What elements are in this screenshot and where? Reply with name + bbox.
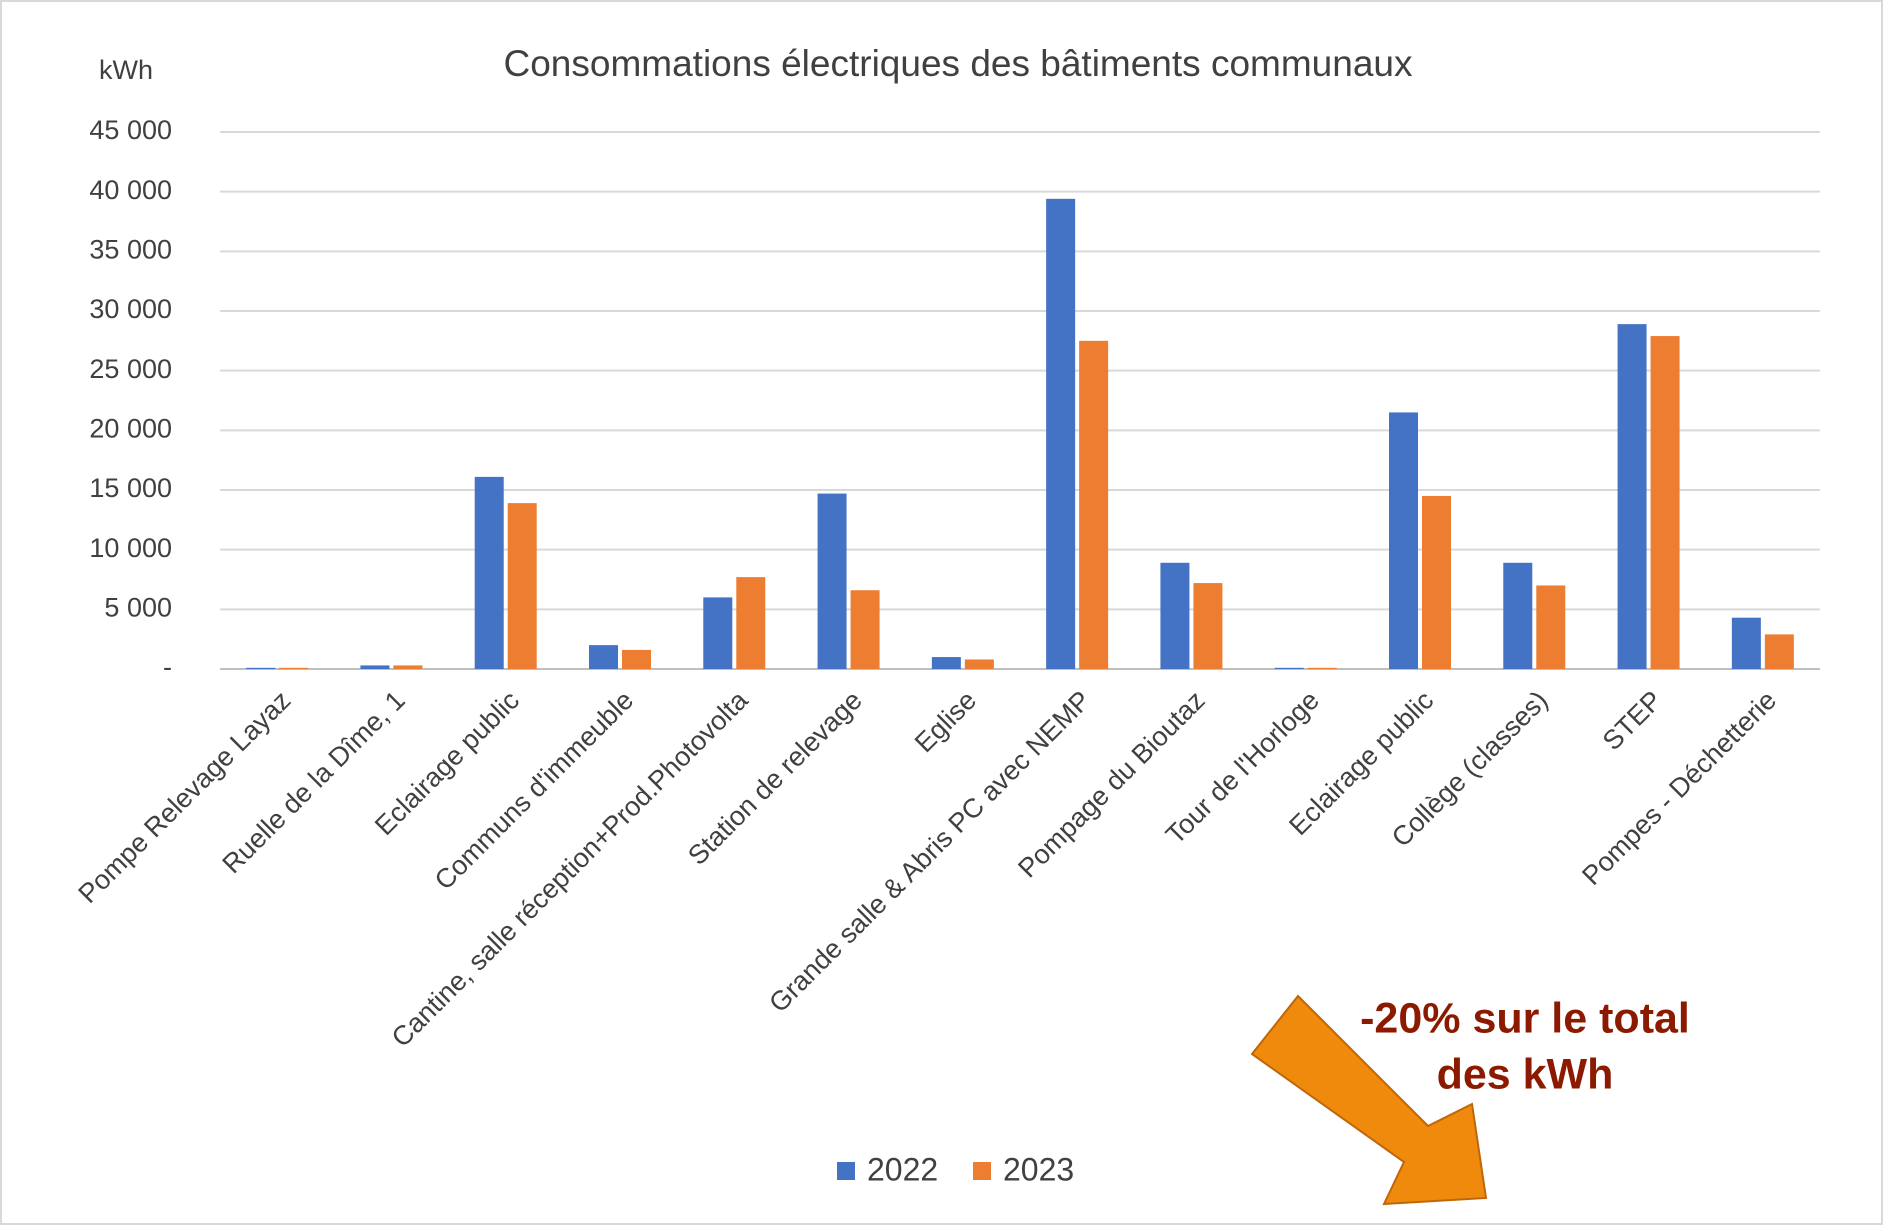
y-tick-label: 10 000 (89, 533, 172, 563)
bar (1079, 340, 1109, 669)
bar (360, 665, 390, 669)
bar (1193, 583, 1223, 669)
annotation: des kWh (1437, 1050, 1614, 1098)
bar (1650, 336, 1680, 669)
bar (1503, 562, 1533, 669)
bar (1764, 634, 1794, 669)
bar (1422, 495, 1451, 669)
legend-swatch (973, 1162, 991, 1180)
legend-label: 2022 (867, 1151, 938, 1187)
bar (817, 493, 847, 669)
y-tick-label: 40 000 (89, 175, 172, 205)
bar (850, 590, 880, 669)
bar (507, 503, 537, 669)
legend-label: 2023 (1003, 1151, 1074, 1187)
legend-swatch (837, 1162, 855, 1180)
y-tick-label: 15 000 (89, 473, 172, 503)
y-tick-label: 30 000 (89, 294, 172, 324)
bar (279, 667, 309, 669)
bar (1389, 412, 1418, 669)
bar (1536, 585, 1566, 669)
bar (1307, 667, 1337, 669)
bar (246, 667, 276, 669)
annotation: -20% sur le total (1360, 994, 1690, 1042)
bar (1274, 667, 1304, 669)
bar (1046, 198, 1076, 669)
bar (1160, 562, 1190, 669)
bar (1617, 324, 1647, 669)
chart-title: Consommations électriques des bâtiments … (504, 43, 1413, 84)
bar (393, 665, 423, 669)
bar (703, 597, 733, 669)
bar (964, 659, 994, 669)
bar (589, 645, 618, 669)
arrow (1250, 994, 1488, 1206)
y-tick-label: - (163, 652, 172, 682)
bar (474, 476, 504, 669)
bar (931, 657, 961, 669)
y-tick-label: 25 000 (89, 354, 172, 384)
bar (736, 577, 766, 669)
bar (622, 649, 651, 669)
y-tick-label: 20 000 (89, 413, 172, 443)
bar (1731, 617, 1761, 669)
y-axis-label: kWh (99, 55, 153, 85)
y-tick-label: 35 000 (89, 234, 172, 264)
y-tick-label: 45 000 (89, 115, 172, 145)
y-tick-label: 5 000 (104, 592, 172, 622)
